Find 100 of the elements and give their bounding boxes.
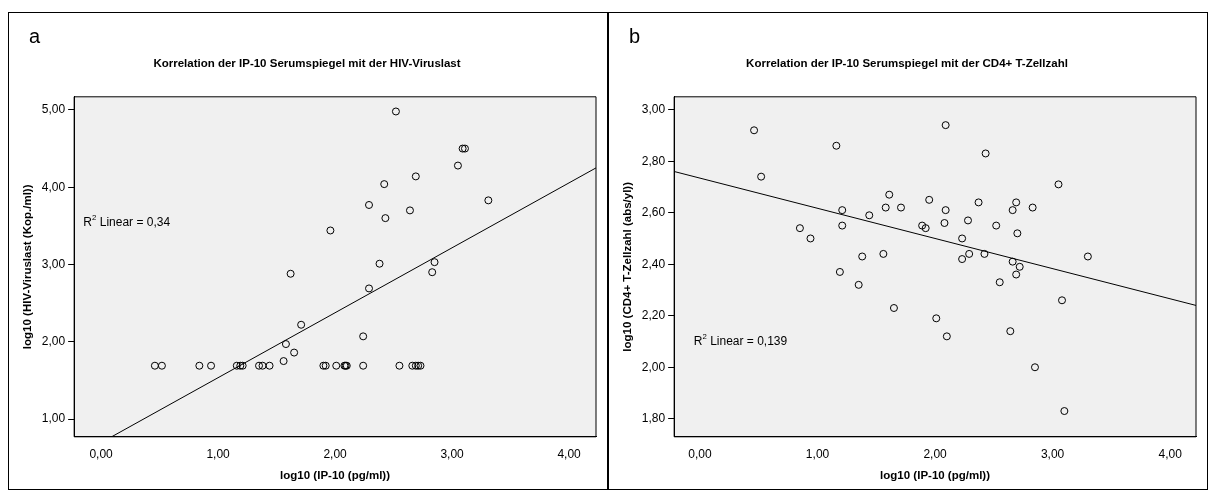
y-tick-label: 1,00	[41, 411, 66, 426]
point	[889, 304, 898, 313]
x-axis-title: log10 (IP-10 (pg/ml))	[880, 469, 991, 482]
point	[992, 221, 1001, 230]
chart-title: Korrelation der IP-10 Serumspiegel mit der HIV-Viruslast	[153, 57, 461, 70]
point	[255, 361, 264, 370]
point	[858, 252, 867, 261]
point	[885, 190, 894, 199]
y-tick-label: 2,20	[641, 308, 666, 323]
point	[995, 278, 1004, 287]
y-axis-title: log10 (CD4+ T-Zellzahl (abs/yl))	[621, 181, 634, 352]
point	[332, 361, 341, 370]
point	[958, 234, 967, 243]
y-tick-label: 4,00	[41, 179, 66, 194]
x-tick-label: 3,00	[440, 447, 465, 462]
point	[365, 284, 374, 293]
point	[925, 195, 934, 204]
point	[881, 203, 890, 212]
x-tick-label: 2,00	[923, 447, 948, 462]
y-tick-label: 2,00	[641, 359, 666, 374]
x-tick-label: 1,00	[206, 447, 231, 462]
point	[365, 200, 374, 209]
point	[750, 126, 759, 135]
y-tick-label: 2,00	[41, 334, 66, 349]
y-axis-title: log10 (HIV-Viruslast (Kop./ml))	[21, 184, 34, 350]
y-tick-label: 2,60	[641, 205, 666, 220]
point	[806, 234, 815, 243]
x-tick-label: 0,00	[688, 447, 713, 462]
point	[326, 226, 335, 235]
point	[1013, 229, 1022, 238]
point	[963, 216, 972, 225]
point	[965, 249, 974, 258]
point	[854, 280, 863, 289]
point	[195, 361, 204, 370]
point	[1028, 203, 1037, 212]
point	[265, 361, 274, 370]
point	[359, 361, 368, 370]
point	[430, 258, 439, 267]
point	[1054, 180, 1063, 189]
point	[484, 196, 493, 205]
point	[359, 332, 368, 341]
x-tick-label: 0,00	[89, 447, 114, 462]
point	[279, 357, 288, 366]
point	[835, 267, 844, 276]
point	[286, 269, 295, 278]
point	[258, 361, 267, 370]
x-tick-label: 2,00	[323, 447, 348, 462]
point	[981, 149, 990, 158]
x-axis-title: log10 (IP-10 (pg/ml))	[280, 469, 391, 482]
point	[1030, 363, 1039, 372]
point	[896, 203, 905, 212]
y-tick-label: 2,80	[641, 153, 666, 168]
point	[942, 332, 951, 341]
point	[411, 172, 420, 181]
point	[281, 340, 290, 349]
point	[1006, 327, 1015, 336]
y-tick-label: 3,00	[641, 101, 666, 116]
point	[974, 198, 983, 207]
point	[428, 268, 437, 277]
point	[838, 221, 847, 230]
point	[290, 348, 299, 357]
point	[1012, 198, 1021, 207]
point	[405, 206, 414, 215]
point	[1060, 407, 1069, 416]
x-tick-label: 3,00	[1040, 447, 1065, 462]
point	[958, 255, 967, 264]
point	[207, 361, 216, 370]
point	[921, 224, 930, 233]
point	[375, 259, 384, 268]
point	[1083, 252, 1092, 261]
point	[411, 361, 420, 370]
point	[150, 361, 159, 370]
chart-title: Korrelation der IP-10 Serumspiegel mit der CD4+ T-Zellzahl	[746, 57, 1068, 70]
point	[795, 224, 804, 233]
y-tick-label: 2,40	[641, 256, 666, 271]
point	[453, 161, 462, 170]
point	[395, 361, 404, 370]
point	[838, 206, 847, 215]
point	[1012, 270, 1021, 279]
point	[1008, 206, 1017, 215]
point	[832, 141, 841, 150]
point	[157, 361, 166, 370]
point	[1058, 296, 1067, 305]
text: a	[29, 25, 41, 48]
point	[297, 320, 306, 329]
point	[879, 249, 888, 258]
point	[932, 314, 941, 323]
point	[941, 121, 950, 130]
point	[381, 214, 390, 223]
x-tick-label: 4,00	[557, 447, 582, 462]
text: b	[629, 25, 641, 48]
point	[941, 206, 950, 215]
y-tick-label: 5,00	[41, 102, 66, 117]
y-tick-label: 1,80	[641, 411, 666, 426]
point	[391, 107, 400, 116]
point	[1008, 257, 1017, 266]
point	[918, 221, 927, 230]
point	[232, 361, 241, 370]
point	[408, 361, 417, 370]
point	[380, 180, 389, 189]
